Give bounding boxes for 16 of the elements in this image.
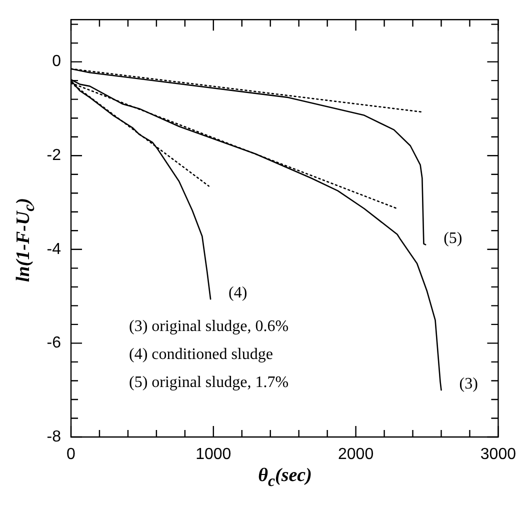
x-tick-label: 2000 xyxy=(338,446,374,464)
annotation: (5) original sludge, 1.7% xyxy=(129,374,289,392)
y-tick-label: -6 xyxy=(46,334,62,352)
annotation: (3) original sludge, 0.6% xyxy=(129,318,289,336)
annotation: (5) xyxy=(444,230,462,247)
x-tick-label: 3000 xyxy=(480,446,516,464)
y-tick-label: -4 xyxy=(46,240,62,258)
annotation: (4) xyxy=(228,284,248,302)
y-tick-label: -2 xyxy=(46,147,62,164)
y-tick-label: -8 xyxy=(46,428,62,446)
y-tick-label: 0 xyxy=(52,53,62,70)
x-tick-label: 0 xyxy=(66,446,76,464)
annotation: (3) xyxy=(459,375,478,392)
x-tick-label: 1000 xyxy=(196,446,232,464)
x-axis-title: θ$_{c}$(sec) xyxy=(258,465,312,491)
annotation: (4) conditioned sludge xyxy=(129,346,273,364)
